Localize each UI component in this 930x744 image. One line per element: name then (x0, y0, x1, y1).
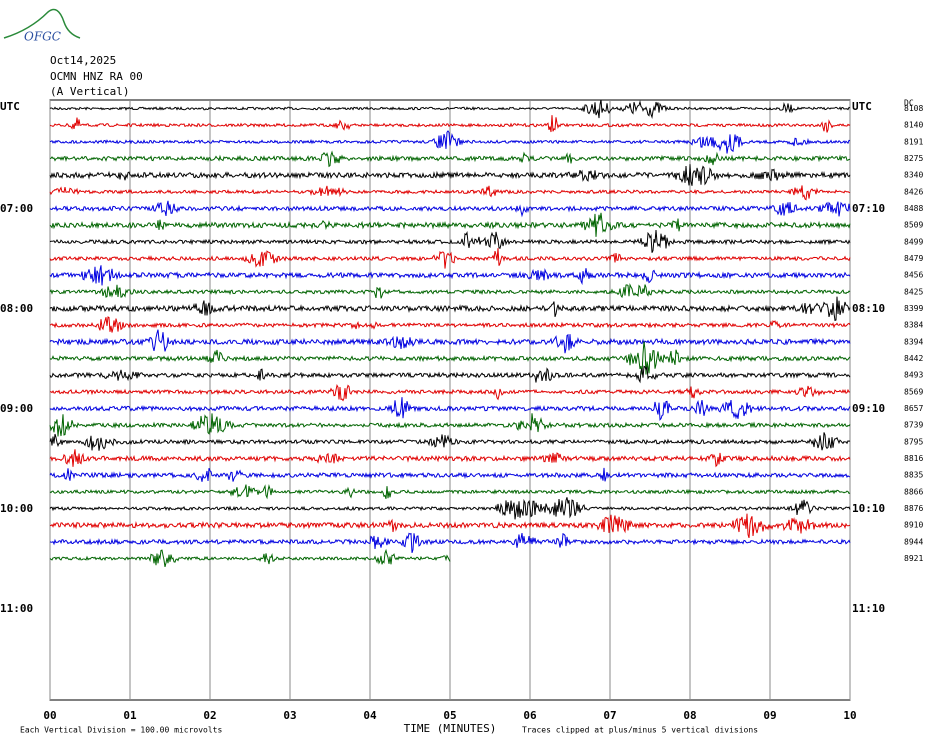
dc-value: 8876 (904, 504, 923, 513)
logo: OFGC (24, 30, 61, 44)
dc-value: 8835 (904, 471, 923, 480)
trace (50, 384, 851, 402)
date: Oct14,2025 (50, 54, 116, 67)
left-time-label: 11:00 (0, 602, 33, 615)
dc-value: 8493 (904, 371, 923, 380)
trace (49, 150, 851, 168)
dc-value: 8140 (904, 121, 923, 130)
dc-value: 8384 (904, 321, 923, 330)
dc-value: 8275 (904, 154, 923, 163)
trace (49, 115, 851, 133)
trace (49, 532, 851, 554)
trace (49, 497, 851, 520)
x-tick-label: 01 (123, 709, 137, 722)
x-tick-label: 00 (43, 709, 56, 722)
dc-value: 8191 (904, 137, 923, 146)
x-tick-label: 08 (683, 709, 696, 722)
dc-value: 8394 (904, 337, 923, 346)
x-tick-label: 03 (283, 709, 296, 722)
dc-value: 8456 (904, 271, 923, 280)
x-tick-label: 09 (763, 709, 776, 722)
dc-value: 8425 (904, 287, 923, 296)
dc-value: 8488 (904, 204, 923, 213)
trace (49, 99, 851, 120)
x-tick-label: 06 (523, 709, 537, 722)
trace (49, 483, 851, 500)
trace (49, 164, 851, 186)
right-time-label: 07:10 (852, 202, 885, 215)
trace (49, 229, 851, 253)
dc-label: DC (904, 99, 914, 108)
x-tick-label: 02 (203, 709, 216, 722)
dc-value: 8479 (904, 254, 923, 263)
trace (49, 513, 851, 539)
trace (49, 365, 851, 384)
trace (49, 397, 851, 421)
dc-value: 8921 (904, 554, 923, 563)
dc-value: 8866 (904, 487, 923, 496)
right-time-label: 11:10 (852, 602, 885, 615)
dc-value: 8442 (904, 354, 923, 363)
trace (49, 283, 851, 299)
left-time-label: 07:00 (0, 202, 33, 215)
left-time-label: 08:00 (0, 302, 33, 315)
left-time-label: UTC (0, 100, 20, 113)
right-time-label: 09:10 (852, 402, 885, 415)
trace (49, 296, 851, 322)
trace (49, 548, 451, 568)
trace (49, 432, 851, 451)
dc-value: 8739 (904, 421, 923, 430)
x-label: TIME (MINUTES) (404, 722, 497, 735)
dc-value: 8509 (904, 221, 923, 230)
trace (49, 212, 851, 237)
right-time-label: 08:10 (852, 302, 885, 315)
dc-value: 8816 (904, 454, 923, 463)
footer-scale: Each Vertical Division = 100.00 microvol… (20, 726, 222, 735)
dc-value: 8657 (904, 404, 923, 413)
footer-clip: Traces clipped at plus/minus 5 vertical … (522, 726, 758, 735)
trace (49, 248, 851, 269)
x-tick-label: 04 (363, 709, 377, 722)
trace (49, 265, 851, 286)
dc-value: 8569 (904, 387, 923, 396)
trace (49, 329, 851, 354)
right-time-label: 10:10 (852, 502, 885, 515)
trace (49, 413, 851, 437)
station: OCMN HNZ RA 00 (50, 70, 143, 83)
dc-value: 8795 (904, 437, 923, 446)
dc-value: 8399 (904, 304, 923, 313)
trace (49, 316, 851, 333)
trace (49, 341, 851, 375)
component: (A Vertical) (50, 85, 129, 98)
dc-value: 8108 (904, 104, 923, 113)
x-tick-label: 10 (843, 709, 856, 722)
x-tick-label: 07 (603, 709, 616, 722)
trace (49, 467, 851, 482)
trace (49, 200, 851, 218)
dc-value: 8426 (904, 187, 923, 196)
x-tick-label: 05 (443, 709, 456, 722)
dc-value: 8944 (904, 537, 923, 546)
logo-mark (3, 8, 81, 39)
trace (49, 449, 851, 468)
dc-value: 8340 (904, 171, 923, 180)
left-time-label: 10:00 (0, 502, 33, 515)
dc-value: 8499 (904, 237, 923, 246)
trace (49, 130, 851, 154)
trace (49, 185, 851, 201)
left-time-label: 09:00 (0, 402, 33, 415)
dc-value: 8910 (904, 521, 923, 530)
right-time-label: UTC (852, 100, 872, 113)
